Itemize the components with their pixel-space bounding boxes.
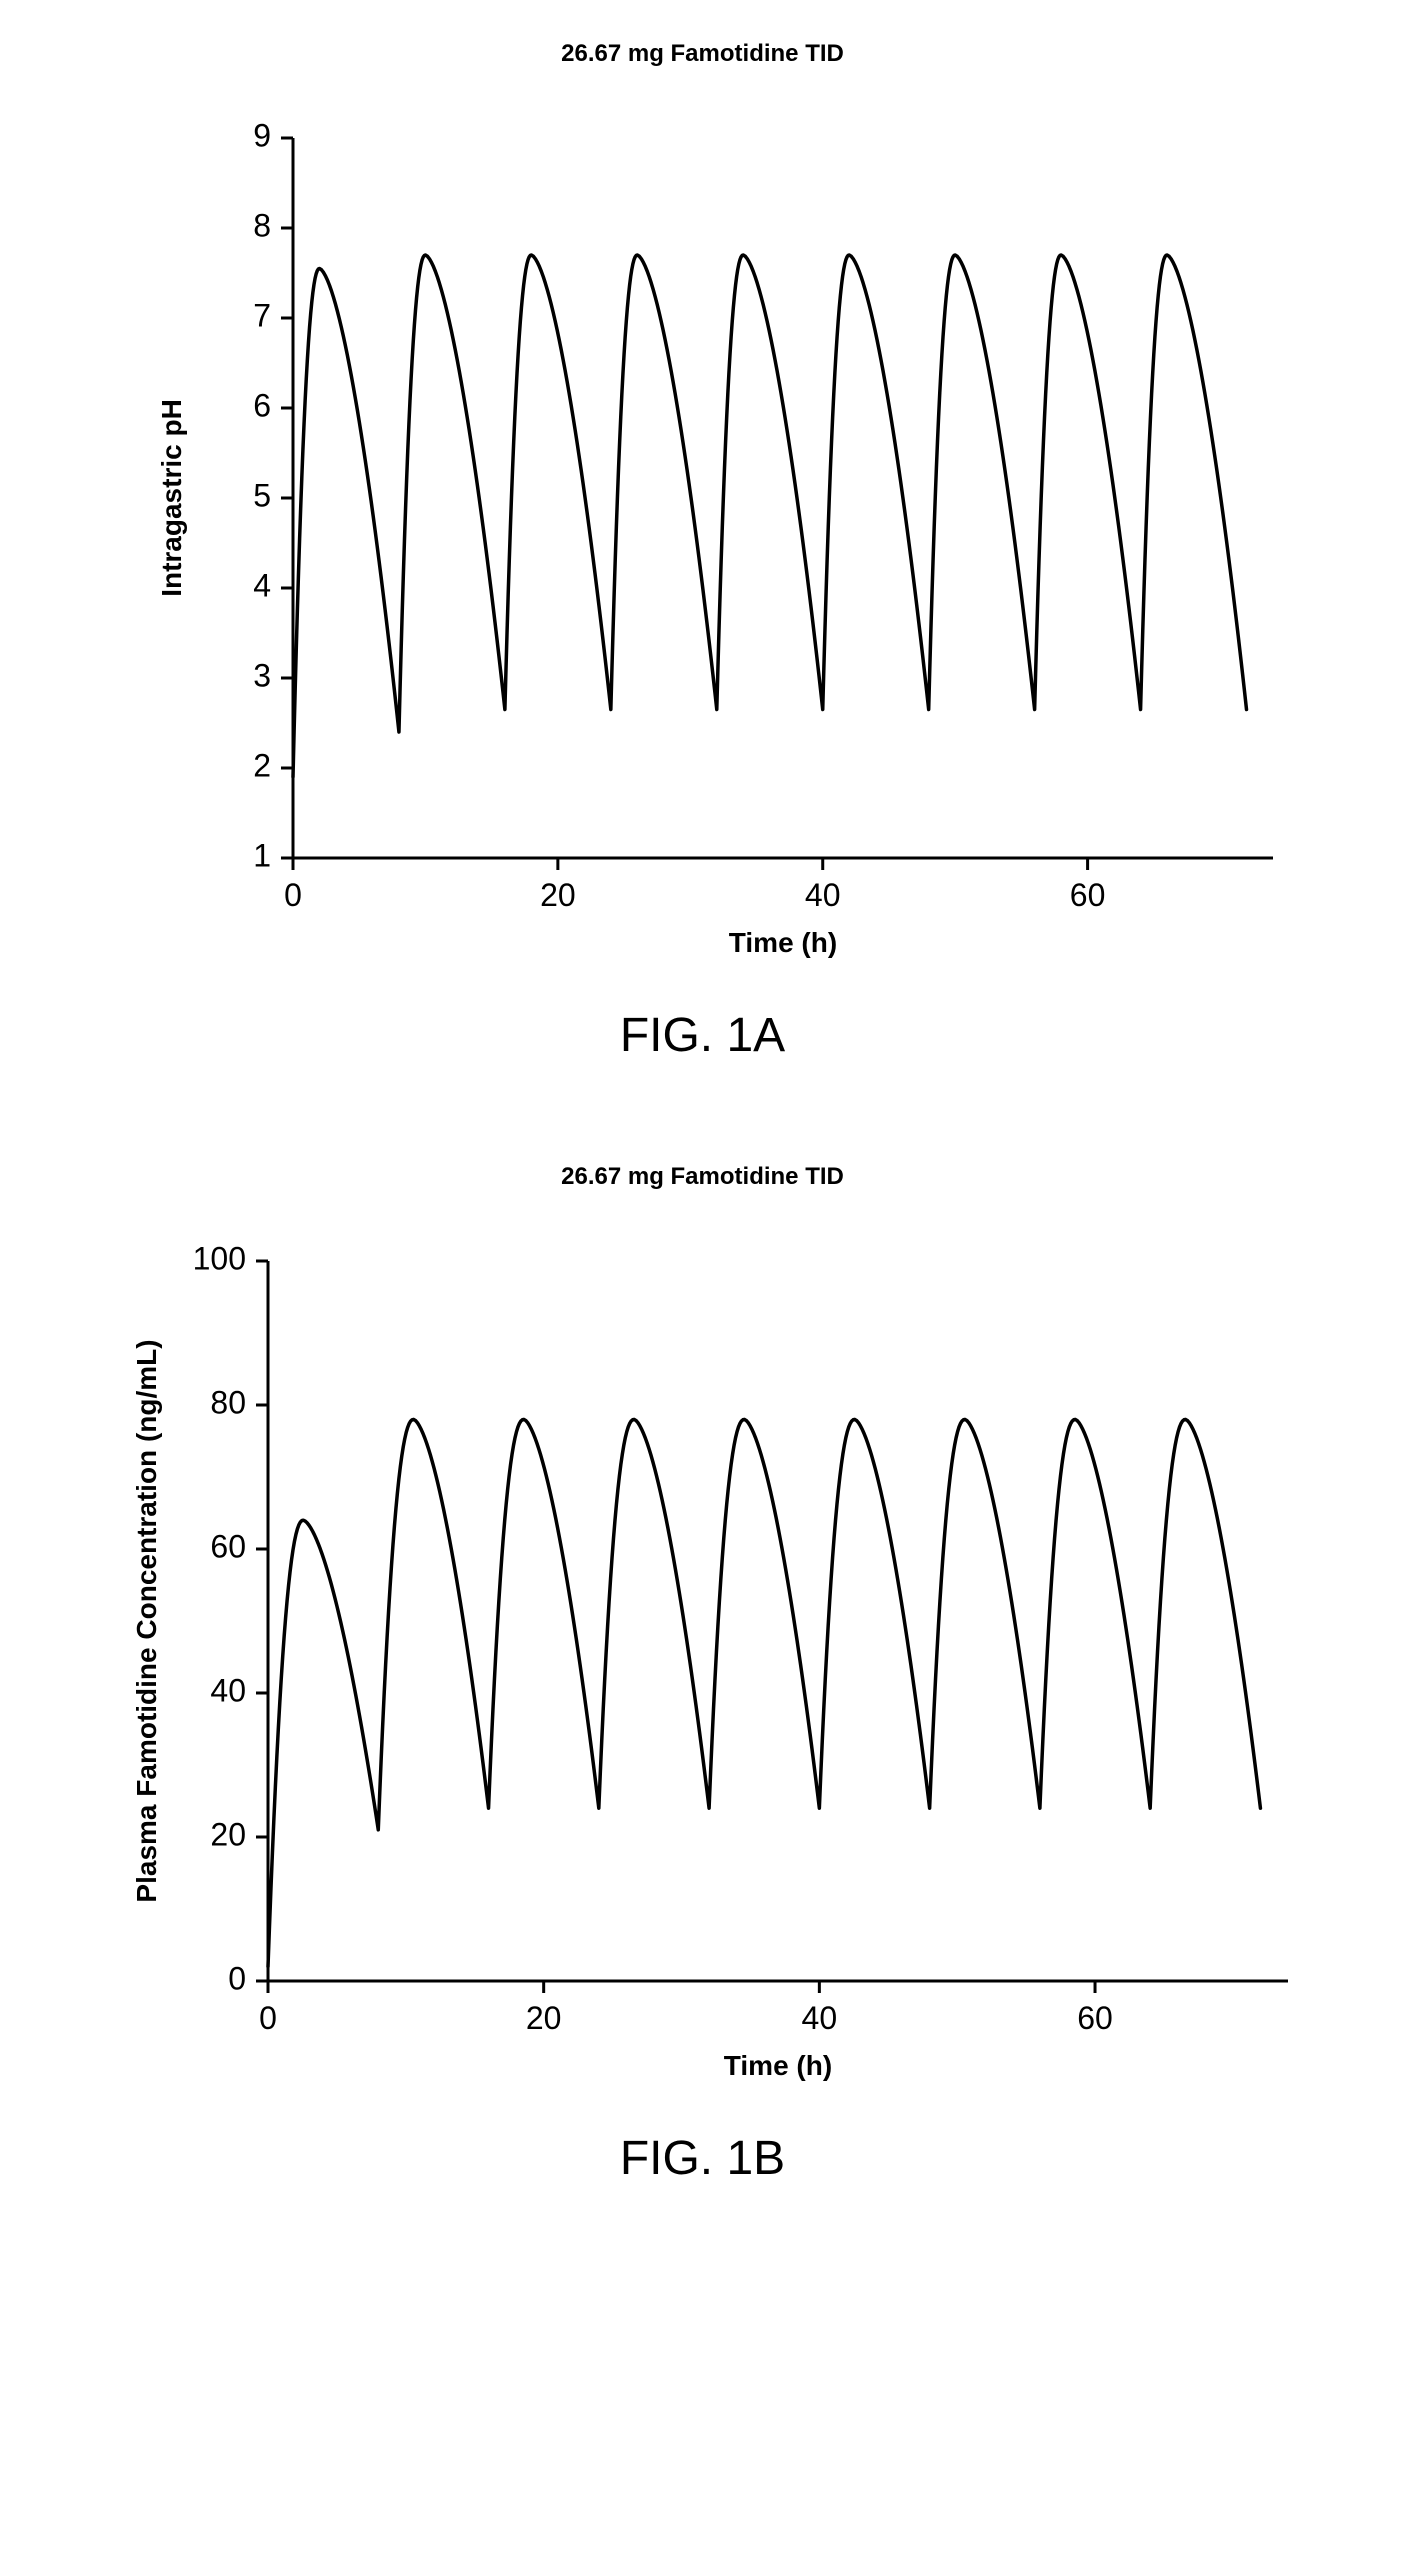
svg-text:0: 0 — [228, 1960, 246, 1996]
chart-a-svg: 1 2 3 4 5 6 7 8 9 0 20 40 60 Time (h) Intragastric pH — [93, 78, 1313, 978]
svg-text:6: 6 — [253, 387, 271, 423]
figure-1b: 26.67 mg Famotidine TID 0 20 40 60 80 100 0 20 4… — [43, 1163, 1363, 2186]
svg-text:Plasma Famotidine Concentratio: Plasma Famotidine Concentration (ng/mL) — [131, 1339, 162, 1902]
svg-text:0: 0 — [284, 877, 302, 913]
svg-text:4: 4 — [253, 567, 271, 603]
svg-text:20: 20 — [525, 2000, 561, 2036]
chart-b-title: 26.67 mg Famotidine TID — [43, 1163, 1363, 1191]
svg-text:5: 5 — [253, 477, 271, 513]
svg-text:Intragastric pH: Intragastric pH — [156, 399, 187, 597]
svg-text:40: 40 — [210, 1672, 246, 1708]
svg-text:9: 9 — [253, 117, 271, 153]
svg-text:20: 20 — [540, 877, 576, 913]
svg-text:2: 2 — [253, 747, 271, 783]
svg-text:100: 100 — [192, 1240, 245, 1276]
svg-text:1: 1 — [253, 837, 271, 873]
svg-text:60: 60 — [210, 1528, 246, 1564]
chart-a-title: 26.67 mg Famotidine TID — [43, 40, 1363, 68]
svg-text:40: 40 — [801, 2000, 837, 2036]
svg-text:0: 0 — [259, 2000, 277, 2036]
svg-text:40: 40 — [804, 877, 840, 913]
svg-text:80: 80 — [210, 1384, 246, 1420]
chart-b-fig-label: FIG. 1B — [43, 2131, 1363, 2186]
figure-1a: 26.67 mg Famotidine TID 1 2 3 4 5 6 7 8 9 0 20 40 60… — [43, 40, 1363, 1063]
svg-text:7: 7 — [253, 297, 271, 333]
svg-text:Time (h): Time (h) — [723, 2050, 831, 2081]
svg-text:3: 3 — [253, 657, 271, 693]
svg-text:60: 60 — [1069, 877, 1105, 913]
svg-text:20: 20 — [210, 1816, 246, 1852]
chart-b-svg: 0 20 40 60 80 100 0 20 40 60 Time (h) Plasma Famoti… — [78, 1201, 1328, 2101]
svg-text:8: 8 — [253, 207, 271, 243]
svg-text:Time (h): Time (h) — [728, 927, 836, 958]
chart-a-fig-label: FIG. 1A — [43, 1008, 1363, 1063]
svg-text:60: 60 — [1077, 2000, 1113, 2036]
